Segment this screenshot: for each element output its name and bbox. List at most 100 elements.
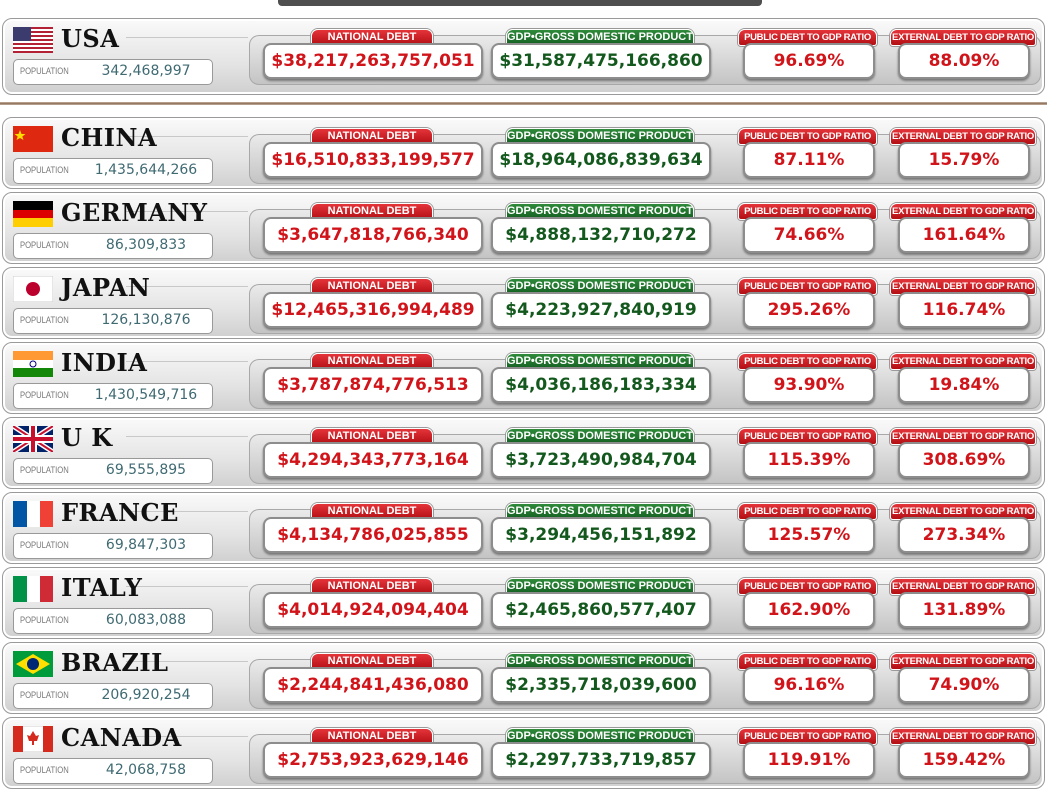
- population-value: 206,920,254: [101, 687, 191, 703]
- stat-label: NATIONAL DEBT: [311, 278, 433, 295]
- stat-value: 88.09%: [898, 43, 1030, 79]
- flag: [13, 501, 53, 527]
- stat-value: 159.42%: [898, 742, 1030, 778]
- flag: [13, 201, 53, 227]
- stat-value: $3,647,818,766,340: [263, 217, 483, 253]
- country-name: U K: [61, 423, 113, 452]
- population-label: POPULATION: [20, 540, 69, 550]
- rule: [126, 436, 248, 437]
- population-value: 86,309,833: [105, 237, 187, 253]
- stat-value: 19.84%: [898, 367, 1030, 403]
- stat-value: 125.57%: [743, 517, 875, 553]
- stat-value: 87.11%: [743, 142, 875, 178]
- stat-value: $2,244,841,436,080: [263, 667, 483, 703]
- flag: [13, 576, 53, 602]
- stat-value: $3,294,456,151,892: [491, 517, 711, 553]
- stat-label: NATIONAL DEBT: [311, 428, 433, 445]
- stat-label: NATIONAL DEBT: [311, 728, 433, 745]
- rule: [126, 211, 248, 212]
- flag: [13, 351, 53, 377]
- population-label: POPULATION: [20, 690, 69, 700]
- stat-value: 116.74%: [898, 292, 1030, 328]
- population-value: 1,435,644,266: [94, 162, 198, 178]
- population-box: POPULATION 86,309,833: [13, 233, 213, 259]
- stat-value: $2,465,860,577,407: [491, 592, 711, 628]
- stat-value: 96.69%: [743, 43, 875, 79]
- rule: [126, 586, 248, 587]
- stat-value: 295.26%: [743, 292, 875, 328]
- population-label: POPULATION: [20, 765, 69, 775]
- population-value: 60,083,088: [105, 612, 187, 628]
- stat-value: $4,294,343,773,164: [263, 442, 483, 478]
- stat-value: $12,465,316,994,489: [263, 292, 483, 328]
- flag: [13, 426, 53, 452]
- country-row: CHINA POPULATION 1,435,644,266 NATIONAL DEB…: [2, 117, 1045, 189]
- rule: [126, 361, 248, 362]
- population-box: POPULATION 69,555,895: [13, 458, 213, 484]
- country-name: USA: [61, 24, 120, 53]
- flag: [13, 726, 53, 752]
- stat-label: GDP•GROSS DOMESTIC PRODUCT: [506, 353, 694, 370]
- stat-value: $4,134,786,025,855: [263, 517, 483, 553]
- stat-value: $3,787,874,776,513: [263, 367, 483, 403]
- stat-value: 273.34%: [898, 517, 1030, 553]
- population-value: 126,130,876: [101, 312, 191, 328]
- population-label: POPULATION: [20, 315, 69, 325]
- population-box: POPULATION 1,435,644,266: [13, 158, 213, 184]
- rule: [126, 661, 248, 662]
- stat-value: $38,217,263,757,051: [263, 43, 483, 79]
- stat-label: GDP•GROSS DOMESTIC PRODUCT: [506, 728, 694, 745]
- population-value: 342,468,997: [101, 63, 191, 79]
- rule: [126, 511, 248, 512]
- stat-value: 115.39%: [743, 442, 875, 478]
- stat-value: 74.66%: [743, 217, 875, 253]
- flag: [13, 27, 53, 53]
- stat-value: $2,335,718,039,600: [491, 667, 711, 703]
- stat-value: 308.69%: [898, 442, 1030, 478]
- country-row: BRAZIL POPULATION 206,920,254 NATIONAL DEBT…: [2, 642, 1045, 714]
- flag: [13, 126, 53, 152]
- country-name: GERMANY: [61, 198, 208, 227]
- rule: [126, 736, 248, 737]
- stat-value: $4,036,186,183,334: [491, 367, 711, 403]
- population-box: POPULATION 42,068,758: [13, 758, 213, 784]
- population-box: POPULATION 60,083,088: [13, 608, 213, 634]
- country-row: INDIA POPULATION 1,430,549,716 NATIONAL DEB…: [2, 342, 1045, 414]
- country-row: GERMANY POPULATION 86,309,833 NATIONAL DEBT…: [2, 192, 1045, 264]
- rule: [126, 286, 248, 287]
- stat-value: 119.91%: [743, 742, 875, 778]
- stat-value: 162.90%: [743, 592, 875, 628]
- country-name: FRANCE: [61, 498, 179, 527]
- stat-value: $4,223,927,840,919: [491, 292, 711, 328]
- population-value: 1,430,549,716: [94, 387, 198, 403]
- country-row: FRANCE POPULATION 69,847,303 NATIONAL DEBT $…: [2, 492, 1045, 564]
- population-box: POPULATION 69,847,303: [13, 533, 213, 559]
- population-box: POPULATION 126,130,876: [13, 308, 213, 334]
- stat-label: GDP•GROSS DOMESTIC PRODUCT: [506, 278, 694, 295]
- stat-value: 131.89%: [898, 592, 1030, 628]
- population-label: POPULATION: [20, 390, 69, 400]
- flag: [13, 276, 53, 302]
- country-name: CHINA: [61, 123, 158, 152]
- stat-label: GDP•GROSS DOMESTIC PRODUCT: [506, 503, 694, 520]
- stat-value: $4,014,924,094,404: [263, 592, 483, 628]
- stat-label: GDP•GROSS DOMESTIC PRODUCT: [506, 29, 694, 46]
- separator: [0, 102, 1047, 105]
- population-label: POPULATION: [20, 240, 69, 250]
- country-name: INDIA: [61, 348, 148, 377]
- stat-value: $2,297,733,719,857: [491, 742, 711, 778]
- rule: [126, 37, 248, 38]
- country-row: ITALY POPULATION 60,083,088 NATIONAL DEBT $4…: [2, 567, 1045, 639]
- stat-label: NATIONAL DEBT: [311, 503, 433, 520]
- top-bar: [278, 0, 762, 6]
- population-value: 69,847,303: [105, 537, 187, 553]
- stat-value: 93.90%: [743, 367, 875, 403]
- stat-value: $31,587,475,166,860: [491, 43, 711, 79]
- population-box: POPULATION 206,920,254: [13, 683, 213, 709]
- stat-value: $4,888,132,710,272: [491, 217, 711, 253]
- country-name: BRAZIL: [61, 648, 169, 677]
- stat-value: $2,753,923,629,146: [263, 742, 483, 778]
- stat-label: NATIONAL DEBT: [311, 353, 433, 370]
- flag: [13, 651, 53, 677]
- stat-value: $18,964,086,839,634: [491, 142, 711, 178]
